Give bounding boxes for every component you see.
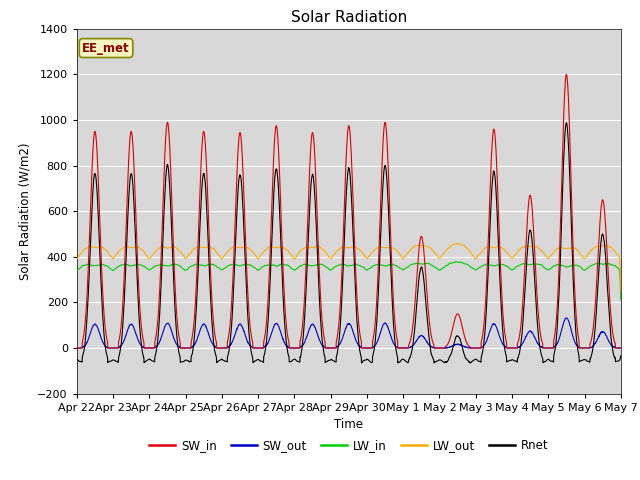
Title: Solar Radiation: Solar Radiation	[291, 10, 407, 25]
Y-axis label: Solar Radiation (W/m2): Solar Radiation (W/m2)	[19, 143, 32, 280]
X-axis label: Time: Time	[334, 418, 364, 431]
Text: EE_met: EE_met	[82, 42, 130, 55]
Legend: SW_in, SW_out, LW_in, LW_out, Rnet: SW_in, SW_out, LW_in, LW_out, Rnet	[144, 434, 554, 457]
